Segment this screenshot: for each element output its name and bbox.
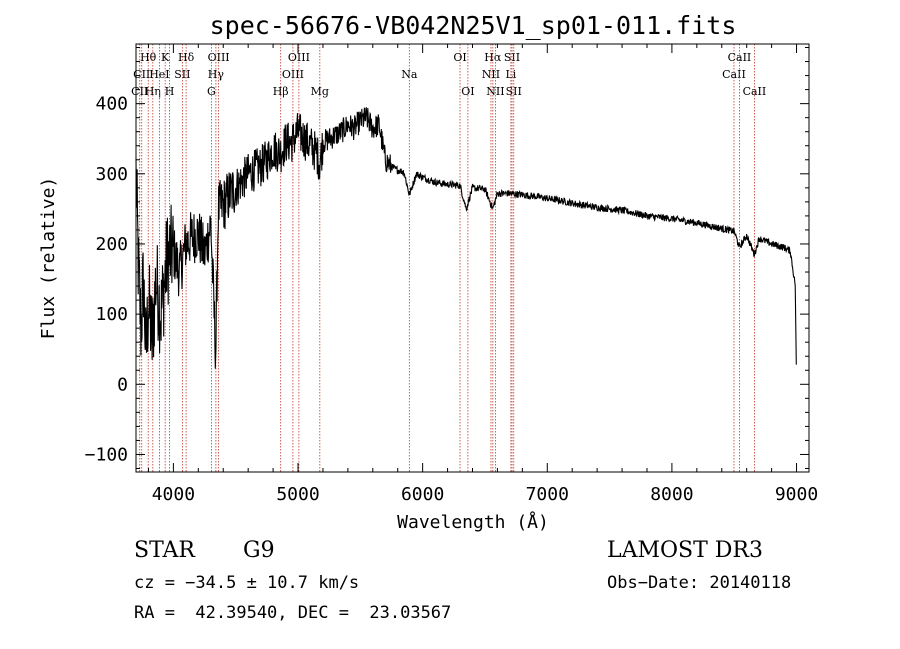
axis-ticks: [136, 44, 809, 472]
x-tick-label-3: 7000: [526, 484, 569, 505]
x-tick-label-5: 9000: [775, 484, 818, 505]
line-label-10: Hγ: [208, 68, 225, 81]
line-label-26: CaII: [728, 51, 752, 64]
coordinates: RA = 42.39540, DEC = 23.03567: [134, 603, 452, 623]
x-tick-label-0: 4000: [152, 484, 195, 505]
line-label-27: CaII: [743, 85, 767, 98]
object-subclass: G9: [243, 538, 275, 563]
line-label-23: SII: [504, 51, 520, 64]
line-label-21: NII: [486, 85, 504, 98]
line-label-3: Hη: [145, 85, 161, 98]
flux-series-line: [135, 106, 797, 369]
line-label-7: SII: [174, 68, 190, 81]
line-label-0: Hθ: [140, 51, 157, 64]
x-tick-label-2: 6000: [401, 484, 444, 505]
y-tick-label-2: 100: [95, 304, 128, 325]
line-label-16: Na: [401, 68, 418, 81]
line-label-13: OIII: [282, 68, 304, 81]
line-label-11: G: [207, 85, 216, 98]
x-tick-label-1: 5000: [276, 484, 319, 505]
y-tick-label-0: −100: [85, 444, 128, 465]
y-tick-label-3: 200: [95, 234, 128, 255]
line-label-2: CII: [131, 85, 148, 98]
line-label-19: Hα: [484, 51, 502, 64]
redshift-cz: cz = −34.5 ± 10.7 km/s: [134, 573, 360, 593]
line-label-9: OIII: [208, 51, 230, 64]
y-tick-label-1: 0: [117, 374, 128, 395]
line-label-22: Li: [505, 68, 516, 81]
line-label-14: OIII: [288, 51, 310, 64]
line-label-17: OI: [453, 51, 466, 64]
line-label-24: SII: [506, 85, 522, 98]
line-label-20: NII: [482, 68, 500, 81]
line-label-12: Hβ: [273, 85, 289, 98]
y-tick-label-4: 300: [95, 164, 128, 185]
plot-frame: [135, 43, 810, 473]
y-tick-label-5: 400: [95, 94, 128, 115]
line-label-4: HeI: [149, 68, 169, 81]
line-label-1: CII: [133, 68, 150, 81]
line-label-15: Mg: [311, 85, 329, 98]
line-label-5: K: [161, 51, 170, 64]
line-label-8: Hδ: [178, 51, 195, 64]
tick-labels: 4000 5000 6000 7000 8000 9000 −100 0 100 200 300 40…: [85, 94, 819, 505]
x-axis-label: Wavelength (Å): [397, 511, 549, 533]
y-axis-label: Flux (relative): [38, 177, 59, 340]
line-label-25: CaII: [722, 68, 746, 81]
chart-title: spec-56676-VB042N25V1_sp01-011.fits: [210, 11, 737, 40]
observation-date: Obs−Date: 20140118: [607, 573, 792, 593]
x-tick-label-4: 8000: [650, 484, 693, 505]
object-class: STAR: [134, 538, 195, 563]
line-label-6: H: [165, 85, 175, 98]
survey-name: LAMOST DR3: [607, 538, 763, 563]
line-label-18: OI: [461, 85, 474, 98]
